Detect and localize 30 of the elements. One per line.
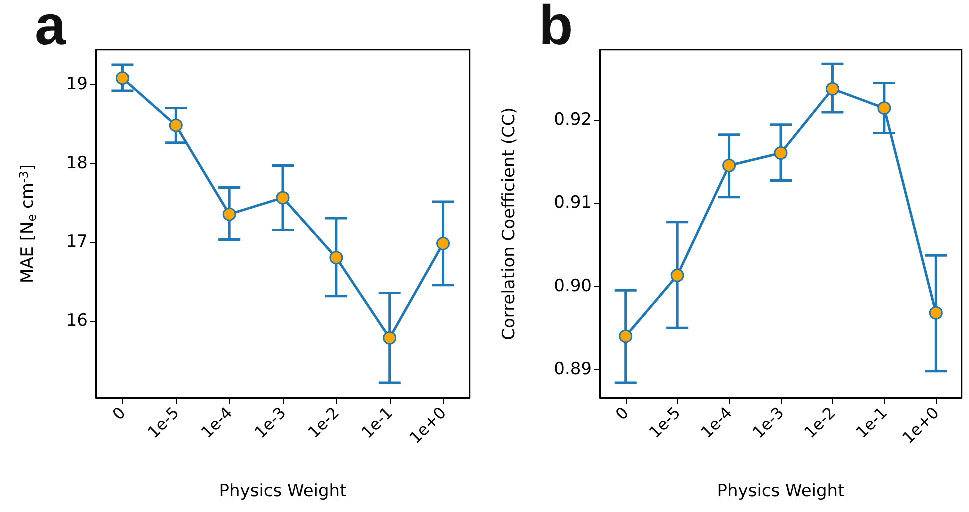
y-tick-label: 19 bbox=[66, 74, 88, 95]
point bbox=[722, 158, 736, 172]
point bbox=[276, 191, 290, 205]
point bbox=[619, 330, 633, 344]
point bbox=[383, 331, 397, 345]
y-tick-label: 16 bbox=[66, 310, 88, 331]
x-axis-title: Physics Weight bbox=[717, 482, 846, 502]
point bbox=[929, 306, 943, 320]
point bbox=[878, 102, 892, 116]
y-tick-label: 0.89 bbox=[554, 360, 592, 380]
point bbox=[222, 208, 236, 222]
y-axis-title: MAE [Ne cm-3] bbox=[17, 164, 39, 284]
chart-title: b bbox=[539, 0, 574, 56]
y-tick-label: 0.92 bbox=[554, 110, 592, 130]
y-tick-label: 0.91 bbox=[554, 193, 592, 214]
y-tick-label: 18 bbox=[66, 153, 88, 174]
x-axis-title: Physics Weight bbox=[219, 482, 348, 502]
x-tick-label: 0 bbox=[108, 403, 130, 424]
point bbox=[774, 146, 788, 160]
y-tick-label: 0.90 bbox=[554, 276, 592, 296]
point bbox=[116, 72, 130, 86]
point bbox=[330, 251, 344, 265]
point bbox=[670, 268, 684, 282]
chart-title: a bbox=[35, 0, 67, 56]
point bbox=[826, 82, 840, 96]
point bbox=[436, 236, 450, 250]
y-axis-title: Correlation Coefficient (CC) bbox=[500, 108, 520, 340]
y-tick-label: 17 bbox=[66, 232, 88, 252]
point bbox=[169, 118, 183, 132]
x-tick-label: 0 bbox=[612, 403, 633, 424]
